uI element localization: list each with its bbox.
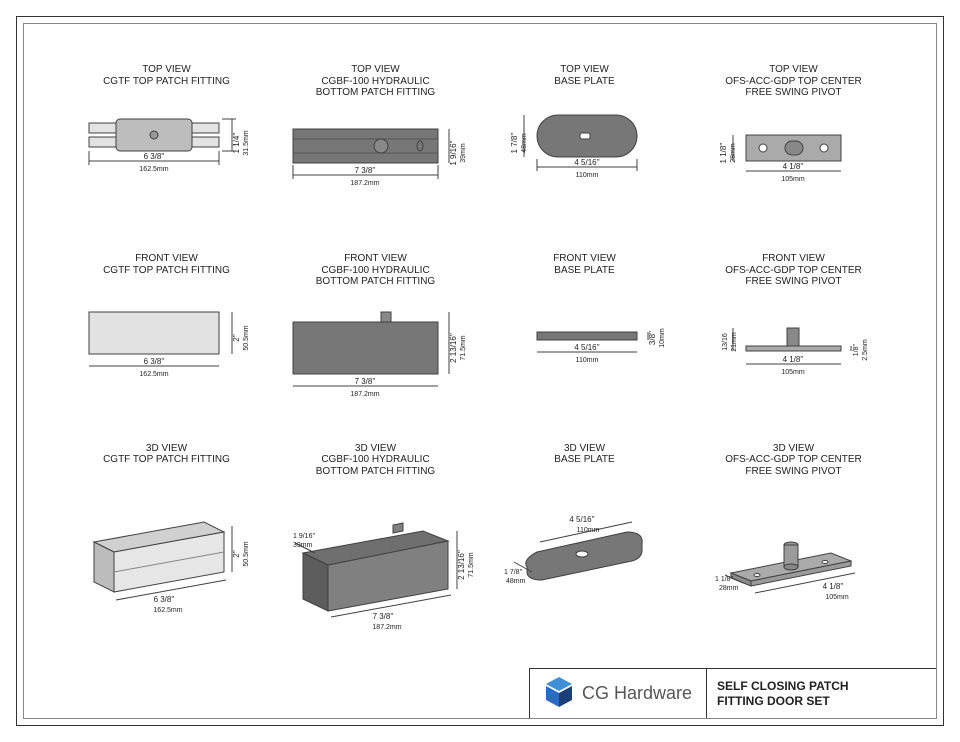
cell-title: TOP VIEW CGTF TOP PATCH FITTING bbox=[103, 64, 230, 87]
svg-text:39mm: 39mm bbox=[460, 143, 467, 163]
cell-title: 3D VIEW BASE PLATE bbox=[554, 443, 614, 466]
cell-top-pivot: TOP VIEW OFS-ACC-GDP TOP CENTER FREE SWI… bbox=[691, 64, 896, 249]
svg-text:4 1/8'': 4 1/8'' bbox=[783, 355, 804, 364]
svg-text:4 1/8'': 4 1/8'' bbox=[823, 582, 844, 591]
cell-top-cgtf: TOP VIEW CGTF TOP PATCH FITTING bbox=[64, 64, 269, 249]
drawing-sheet: TOP VIEW CGTF TOP PATCH FITTING bbox=[0, 0, 960, 742]
svg-text:31.5mm: 31.5mm bbox=[243, 130, 250, 155]
svg-text:2'': 2'' bbox=[232, 549, 241, 557]
cell-title: FRONT VIEW CGTF TOP PATCH FITTING bbox=[103, 253, 230, 276]
svg-text:50.5mm: 50.5mm bbox=[243, 326, 250, 351]
svg-text:110mm: 110mm bbox=[576, 357, 599, 364]
svg-text:105mm: 105mm bbox=[781, 369, 805, 376]
svg-text:28mm: 28mm bbox=[730, 143, 737, 163]
cell-front-cgtf: FRONT VIEW CGTF TOP PATCH FITTING 6 3/8'… bbox=[64, 253, 269, 438]
svg-text:39mm: 39mm bbox=[293, 542, 313, 549]
svg-text:2'': 2'' bbox=[232, 334, 241, 342]
svg-text:2.5mm: 2.5mm bbox=[862, 339, 869, 361]
svg-text:162.5mm: 162.5mm bbox=[153, 607, 182, 614]
svg-text:6 3/8'': 6 3/8'' bbox=[144, 152, 165, 161]
svg-text:105mm: 105mm bbox=[825, 594, 849, 601]
svg-text:4 5/16'': 4 5/16'' bbox=[574, 158, 600, 167]
cell-3d-cgbf: 3D VIEW CGBF-100 HYDRAULIC BOTTOM PATCH … bbox=[273, 443, 478, 628]
svg-text:10mm: 10mm bbox=[659, 328, 666, 348]
cell-title: FRONT VIEW OFS-ACC-GDP TOP CENTER FREE S… bbox=[725, 253, 862, 288]
svg-text:162.5mm: 162.5mm bbox=[139, 166, 168, 173]
svg-text:105mm: 105mm bbox=[781, 176, 805, 183]
cell-3d-baseplate: 3D VIEW BASE PLATE 4 5/16'' 110mm 1 7/8'… bbox=[482, 443, 687, 628]
svg-text:4 5/16'': 4 5/16'' bbox=[569, 515, 595, 524]
drawing: 1 1/8'' 28mm 4 1/8'' 105mm bbox=[691, 483, 896, 628]
cell-title: 3D VIEW CGBF-100 HYDRAULIC BOTTOM PATCH … bbox=[316, 443, 435, 478]
logo-block: CG Hardware bbox=[529, 668, 706, 718]
svg-text:7 3/8'': 7 3/8'' bbox=[355, 166, 376, 175]
sheet-title: SELF CLOSING PATCH FITTING DOOR SET bbox=[706, 668, 936, 718]
cell-3d-pivot: 3D VIEW OFS-ACC-GDP TOP CENTER FREE SWIN… bbox=[691, 443, 896, 628]
svg-text:1/8'': 1/8'' bbox=[853, 344, 860, 356]
drawing: 4 5/16'' 110mm 1 7/8'' 48mm bbox=[482, 472, 687, 628]
cell-title: TOP VIEW OFS-ACC-GDP TOP CENTER FREE SWI… bbox=[725, 64, 862, 99]
drawing: 4 5/16'' 110mm 1 7/8'' 48mm bbox=[482, 93, 687, 249]
svg-text:6 3/8'': 6 3/8'' bbox=[154, 595, 175, 604]
svg-text:50.5mm: 50.5mm bbox=[243, 541, 250, 566]
logo-icon bbox=[544, 677, 574, 711]
svg-text:187.2mm: 187.2mm bbox=[350, 391, 379, 398]
svg-text:71.5mm: 71.5mm bbox=[468, 552, 475, 577]
cell-title: TOP VIEW CGBF-100 HYDRAULIC BOTTOM PATCH… bbox=[316, 64, 435, 99]
drawing: 7 3/8'' 187.2mm 1 9/16'' 39mm bbox=[273, 105, 478, 250]
svg-text:1 9/16'': 1 9/16'' bbox=[293, 533, 315, 540]
cell-title: 3D VIEW OFS-ACC-GDP TOP CENTER FREE SWIN… bbox=[725, 443, 862, 478]
svg-text:4 5/16'': 4 5/16'' bbox=[574, 343, 600, 352]
cell-title: TOP VIEW BASE PLATE bbox=[554, 64, 614, 87]
cell-front-pivot: FRONT VIEW OFS-ACC-GDP TOP CENTER FREE S… bbox=[691, 253, 896, 438]
cell-top-baseplate: TOP VIEW BASE PLATE 4 5/16'' 110mm bbox=[482, 64, 687, 249]
svg-text:1 1/4'': 1 1/4'' bbox=[232, 132, 241, 153]
svg-text:6 3/8'': 6 3/8'' bbox=[144, 357, 165, 366]
drawing: 1 9/16'' 39mm 2 13/16'' 71.5mm 7 3/8'' 1… bbox=[273, 483, 478, 628]
svg-text:48mm: 48mm bbox=[521, 133, 528, 153]
drawing: 6 3/8'' 162.5mm 2'' 50.5mm bbox=[64, 282, 269, 438]
svg-text:2 13/16'': 2 13/16'' bbox=[457, 550, 466, 580]
cell-top-cgbf: TOP VIEW CGBF-100 HYDRAULIC BOTTOM PATCH… bbox=[273, 64, 478, 249]
cell-front-cgbf: FRONT VIEW CGBF-100 HYDRAULIC BOTTOM PAT… bbox=[273, 253, 478, 438]
logo-text: CG Hardware bbox=[582, 683, 692, 704]
svg-text:7 3/8'': 7 3/8'' bbox=[373, 612, 394, 621]
svg-text:110mm: 110mm bbox=[577, 527, 600, 534]
cell-title: 3D VIEW CGTF TOP PATCH FITTING bbox=[103, 443, 230, 466]
svg-text:1 7/8'': 1 7/8'' bbox=[510, 132, 519, 153]
svg-text:7 3/8'': 7 3/8'' bbox=[355, 377, 376, 386]
drawing: 4 1/8'' 105mm 13/16 21mm 1/8'' 2.5mm bbox=[691, 294, 896, 439]
svg-text:162.5mm: 162.5mm bbox=[139, 371, 168, 378]
cell-3d-cgtf: 3D VIEW CGTF TOP PATCH FITTING 2'' 50.5m… bbox=[64, 443, 269, 628]
svg-text:110mm: 110mm bbox=[576, 172, 599, 179]
svg-text:1 7/8'': 1 7/8'' bbox=[504, 569, 522, 576]
svg-text:3/8'': 3/8'' bbox=[648, 331, 657, 346]
svg-text:1 9/16'': 1 9/16'' bbox=[449, 139, 458, 165]
view-grid: TOP VIEW CGTF TOP PATCH FITTING bbox=[64, 64, 896, 628]
svg-text:21mm: 21mm bbox=[731, 332, 738, 352]
svg-text:187.2mm: 187.2mm bbox=[372, 624, 401, 631]
svg-text:187.2mm: 187.2mm bbox=[350, 180, 379, 187]
svg-text:1 1/8'': 1 1/8'' bbox=[719, 142, 728, 163]
svg-text:4 1/8'': 4 1/8'' bbox=[783, 162, 804, 171]
drawing: 6 3/8'' 162.5mm 1 1/4'' 31.5mm bbox=[64, 93, 269, 249]
inner-frame: TOP VIEW CGTF TOP PATCH FITTING bbox=[23, 23, 937, 719]
svg-text:71.5mm: 71.5mm bbox=[460, 335, 467, 360]
svg-text:2 13/16'': 2 13/16'' bbox=[449, 332, 458, 362]
cell-title: FRONT VIEW BASE PLATE bbox=[553, 253, 616, 276]
cell-title: FRONT VIEW CGBF-100 HYDRAULIC BOTTOM PAT… bbox=[316, 253, 435, 288]
drawing: 4 1/8'' 105mm 1 1/8'' 28mm bbox=[691, 105, 896, 250]
cell-front-baseplate: FRONT VIEW BASE PLATE 4 5/16'' 110mm 3/8… bbox=[482, 253, 687, 438]
svg-text:28mm: 28mm bbox=[719, 585, 739, 592]
drawing: 2'' 50.5mm 6 3/8'' 162.5mm bbox=[64, 472, 269, 628]
svg-text:48mm: 48mm bbox=[506, 578, 526, 585]
outer-frame: TOP VIEW CGTF TOP PATCH FITTING bbox=[16, 16, 944, 726]
drawing: 4 5/16'' 110mm 3/8'' 10mm bbox=[482, 282, 687, 438]
title-block: CG Hardware SELF CLOSING PATCH FITTING D… bbox=[529, 668, 936, 718]
svg-text:13/16: 13/16 bbox=[722, 333, 729, 351]
drawing: 7 3/8'' 187.2mm 2 13/16'' 71.5mm bbox=[273, 294, 478, 439]
